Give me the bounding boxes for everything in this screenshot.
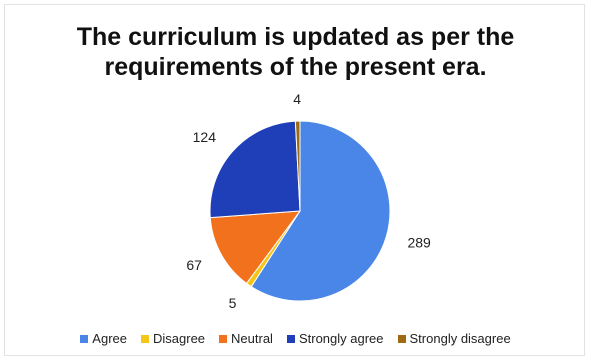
legend-item-disagree: Disagree [141, 331, 205, 346]
legend-swatch [80, 334, 89, 343]
legend-item-strongly-agree: Strongly agree [286, 331, 384, 346]
legend-label: Strongly agree [298, 331, 384, 346]
legend-label: Strongly disagree [409, 331, 511, 346]
legend-label: Disagree [153, 331, 206, 346]
data-label-agree: 289 [407, 235, 431, 251]
legend-label: Neutral [231, 331, 273, 346]
data-label-strongly-disagree: 4 [293, 91, 301, 107]
chart-title-line-1: The curriculum is updated as per the [76, 23, 515, 51]
legend-item-strongly-disagree: Strongly disagree [397, 331, 511, 346]
legend-label: Agree [92, 331, 127, 346]
chart-title: The curriculum is updated as per the req… [0, 22, 591, 82]
legend-swatch [286, 334, 295, 343]
legend-swatch [397, 334, 406, 343]
chart-legend: Agree Disagree Neutral Strongly agree Strong… [0, 331, 591, 346]
pie-slice-strongly-disagree [294, 120, 301, 212]
legend-item-agree: Agree [80, 331, 127, 346]
pie-slice-neutral [209, 210, 302, 285]
legend-item-neutral: Neutral [219, 331, 273, 346]
data-label-neutral: 67 [186, 257, 202, 273]
chart-title-line-2: requirements of the present era. [104, 53, 487, 81]
pie-slices [209, 120, 391, 302]
legend-swatch [219, 334, 228, 343]
pie-slice-strongly-agree [209, 120, 301, 219]
data-label-disagree: 5 [229, 295, 237, 311]
legend-swatch [141, 334, 149, 343]
pie-slice-agree [250, 120, 391, 302]
data-label-strongly-agree: 124 [193, 129, 217, 145]
pie-data-labels: 289 5 67 124 4 [186, 91, 431, 311]
